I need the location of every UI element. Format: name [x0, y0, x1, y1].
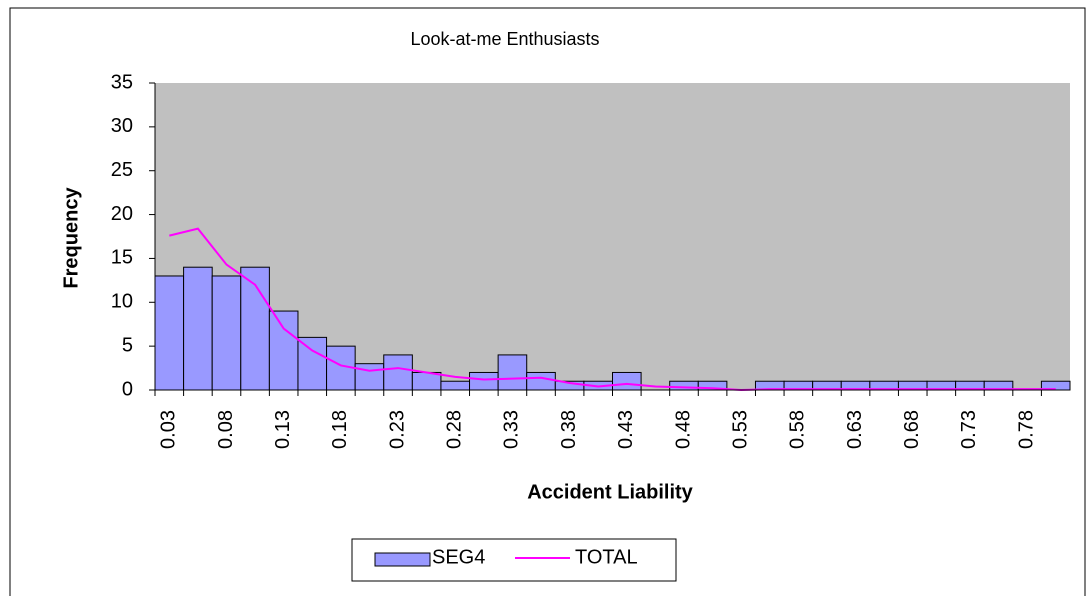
- x-tick-label: 0.78: [1015, 410, 1037, 449]
- x-tick-label: 0.68: [901, 410, 923, 449]
- x-tick-label: 0.13: [272, 410, 294, 449]
- bar: [211, 275, 242, 391]
- bar: [526, 371, 556, 391]
- bar: [354, 363, 385, 391]
- legend-label: SEG4: [432, 546, 485, 568]
- x-tick-label: 0.63: [844, 410, 866, 449]
- bar: [411, 371, 442, 391]
- bar: [669, 380, 699, 391]
- y-axis-title: Frequency: [60, 187, 82, 289]
- y-tick-label: 35: [111, 71, 133, 93]
- y-tick-label: 30: [111, 115, 133, 137]
- y-tick-label: 20: [111, 203, 133, 225]
- bar: [154, 275, 185, 391]
- bar: [383, 354, 413, 391]
- bar: [440, 380, 471, 391]
- y-tick-label: 15: [111, 247, 133, 269]
- legend-swatch: [374, 552, 431, 567]
- x-tick-label: 0.53: [729, 410, 751, 449]
- x-tick-label: 0.58: [787, 410, 809, 449]
- x-axis-title: Accident Liability: [527, 481, 693, 503]
- y-tick-label: 10: [111, 291, 133, 313]
- y-tick-label: 5: [122, 334, 133, 356]
- x-tick-label: 0.23: [386, 410, 408, 449]
- bar: [183, 266, 213, 391]
- bar: [268, 310, 299, 391]
- bar: [612, 371, 642, 391]
- x-tick-label: 0.48: [672, 410, 694, 449]
- x-tick-label: 0.03: [158, 410, 180, 449]
- legend: SEG4 TOTAL: [351, 538, 677, 582]
- bar: [297, 336, 328, 391]
- legend-label: TOTAL: [575, 546, 638, 568]
- x-tick-label: 0.73: [958, 410, 980, 449]
- y-tick-label: 25: [111, 159, 133, 181]
- x-tick-label: 0.28: [444, 410, 466, 449]
- line: [169, 227, 1056, 392]
- x-tick-label: 0.33: [501, 410, 523, 449]
- x-tick-label: 0.08: [215, 410, 237, 449]
- y-tick-label: 0: [122, 378, 133, 400]
- x-tick-label: 0.38: [558, 410, 580, 449]
- x-tick-label: 0.43: [615, 410, 637, 449]
- chart-title: Look-at-me Enthusiasts: [410, 29, 599, 49]
- bar: [497, 354, 528, 391]
- bar: [469, 371, 499, 391]
- x-tick-label: 0.18: [329, 410, 351, 449]
